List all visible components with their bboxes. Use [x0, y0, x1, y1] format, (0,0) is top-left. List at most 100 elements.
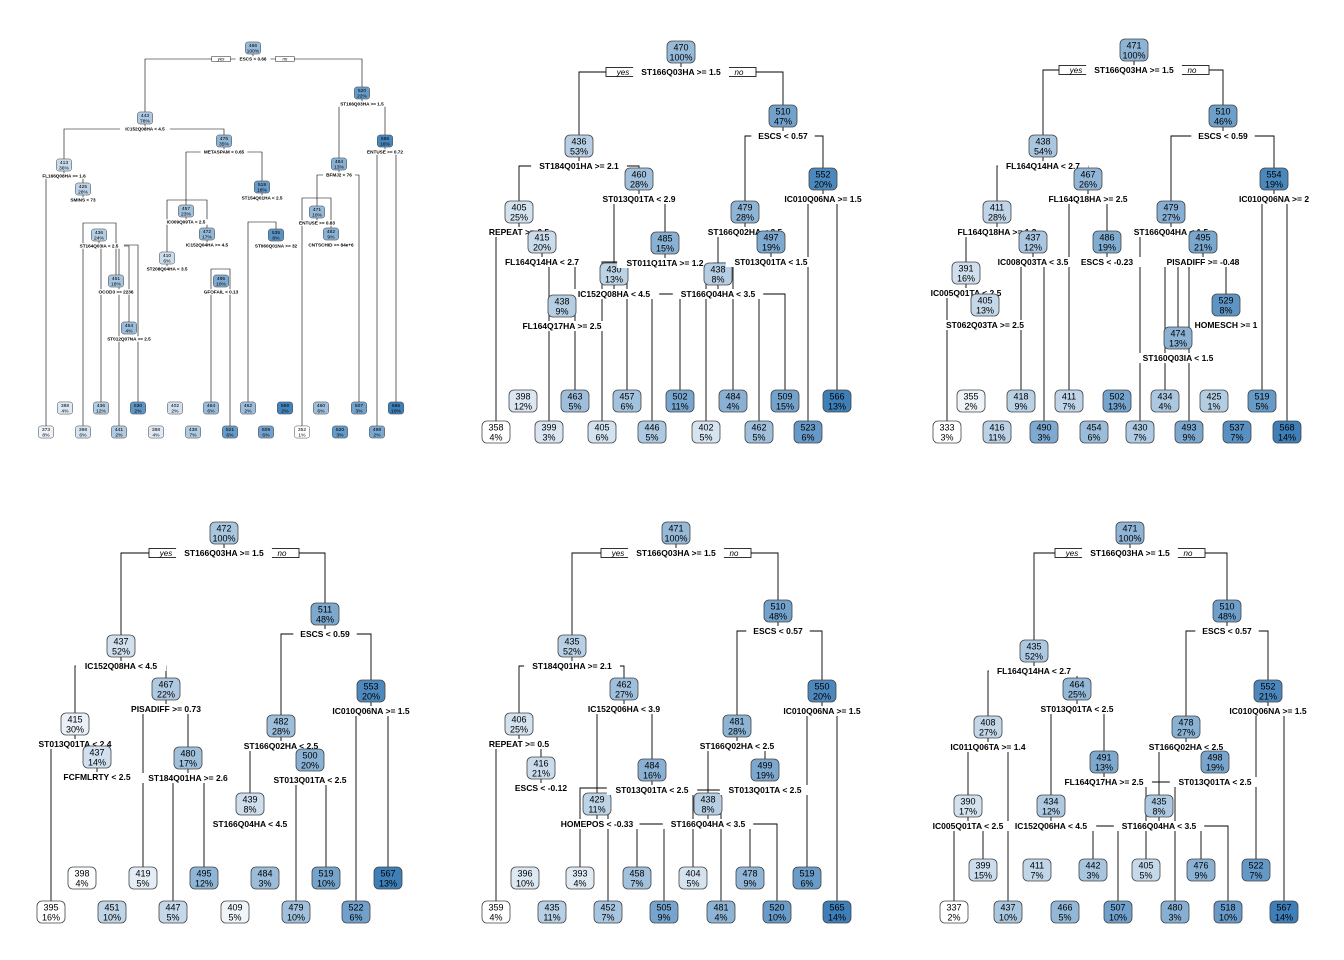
- split-condition: ST060Q01NA >= 32: [255, 244, 298, 249]
- node-percent: 6%: [620, 402, 633, 412]
- node-percent: 14%: [1278, 433, 1296, 443]
- node-percent: 15%: [974, 871, 992, 881]
- branch-edge: [376, 147, 397, 426]
- split-label-bg: [578, 704, 670, 714]
- split-label-bg: [235, 56, 271, 62]
- node-box: [75, 425, 91, 439]
- node-percent: 10%: [516, 879, 534, 889]
- node-percent: 27%: [1162, 213, 1180, 223]
- node-box: [1259, 167, 1289, 191]
- split-condition: FCFMLRTY < 2.5: [63, 772, 130, 782]
- node-value: 411: [990, 203, 1004, 213]
- node-percent: 27%: [979, 728, 997, 738]
- split-condition: IC152Q06HA < 4.5: [1015, 821, 1087, 831]
- node-box: [354, 86, 370, 100]
- split-condition: ST166Q03HA >= 1.5: [636, 548, 716, 558]
- node-value: 442: [1085, 861, 1100, 871]
- node-box: [612, 389, 642, 413]
- node-percent: 2%: [281, 409, 289, 415]
- split-condition: ST166Q02HA < 2.5: [244, 741, 319, 751]
- node-value: 438: [710, 265, 725, 275]
- split-condition: FL164Q14HA < 2.7: [505, 257, 579, 267]
- node-box: [266, 714, 296, 738]
- node-value: 352: [298, 427, 306, 433]
- node-value: 520: [769, 903, 784, 913]
- no-branch-label: no: [278, 549, 287, 558]
- split-condition: ESCS < 0.57: [753, 626, 803, 636]
- node-box: [504, 200, 534, 224]
- branch-edge: [45, 171, 84, 426]
- split-condition: FL164Q18HA >= 2.5: [1048, 194, 1127, 204]
- split-condition: ST013Q01TA < 1.5: [735, 257, 808, 267]
- split-condition: ST154Q01HA < 2.5: [242, 196, 283, 201]
- node-percent: 6%: [349, 913, 362, 923]
- split-condition: SMINS < 73: [70, 198, 96, 203]
- node-percent: 9%: [1194, 871, 1207, 881]
- split-label-bg: [662, 819, 754, 829]
- node-value: 398: [74, 869, 89, 879]
- node-percent: 1%: [298, 433, 306, 439]
- node-box: [1213, 900, 1243, 924]
- node-percent: 48%: [1218, 612, 1236, 622]
- split-label-bg: [628, 548, 724, 558]
- node-percent: 13%: [828, 402, 846, 412]
- split-label-bg: [1140, 742, 1232, 752]
- split-label-bg: [120, 126, 170, 132]
- split-label-bg: [719, 785, 811, 795]
- node-percent: 17%: [202, 235, 212, 241]
- node-value: 438: [700, 795, 715, 805]
- split-label-bg: [920, 288, 1012, 298]
- split-label-bg: [524, 661, 620, 671]
- node-percent: 36%: [59, 166, 69, 172]
- node-percent: 100%: [664, 534, 687, 544]
- node-box: [268, 228, 284, 242]
- node-percent: 5%: [568, 402, 581, 412]
- split-label-bg: [617, 258, 713, 268]
- split-condition: FL164Q17HA >= 2.5: [1064, 777, 1143, 787]
- node-percent: 52%: [1025, 652, 1043, 662]
- node-value: 511: [318, 605, 332, 615]
- split-label-bg: [987, 257, 1079, 267]
- node-box: [189, 866, 219, 890]
- node-value: 405: [511, 203, 526, 213]
- node-value: 454: [1086, 423, 1101, 433]
- node-value: 500: [302, 751, 317, 761]
- node-value: 437: [113, 637, 128, 647]
- split-condition: ESCS < 0.57: [1202, 626, 1252, 636]
- node-box: [1199, 389, 1229, 413]
- split-label-bg: [1169, 777, 1261, 787]
- split-label-bg: [1155, 257, 1251, 267]
- node-percent: 17%: [959, 807, 977, 817]
- node-percent: 11%: [988, 433, 1005, 443]
- node-percent: 13%: [1108, 402, 1126, 412]
- node-value: 482: [273, 717, 288, 727]
- split-condition: GFOFAIL < 0.13: [204, 290, 239, 295]
- node-value: 434: [1157, 392, 1172, 402]
- node-percent: 20%: [813, 692, 831, 702]
- node-value: 495: [1195, 233, 1210, 243]
- node-value: 463: [567, 392, 582, 402]
- node-value: 478: [742, 869, 757, 879]
- node-percent: 26%: [1079, 180, 1097, 190]
- node-percent: 6%: [79, 433, 87, 439]
